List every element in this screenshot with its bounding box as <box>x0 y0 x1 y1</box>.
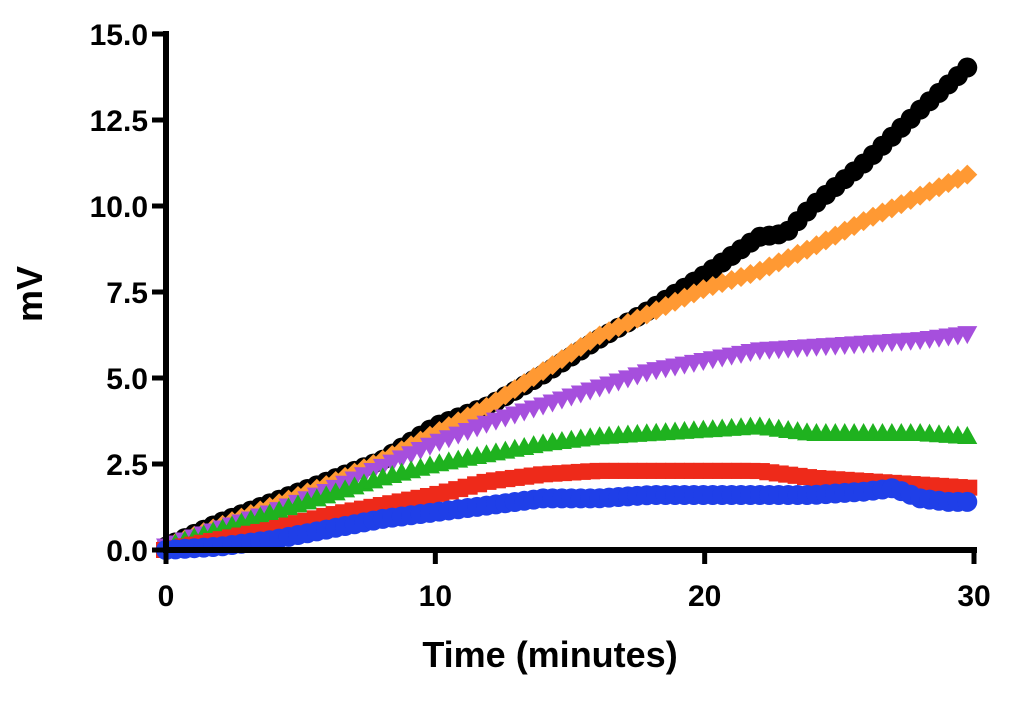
data-point <box>957 57 978 78</box>
x-tick-label: 20 <box>688 580 721 613</box>
plot-area <box>156 57 978 560</box>
y-tick-label: 5.0 <box>106 363 148 396</box>
x-tick-label: 30 <box>957 580 990 613</box>
data-point <box>957 491 978 512</box>
data-point <box>768 252 789 273</box>
data-point <box>957 164 978 185</box>
y-tick-label: 0.0 <box>106 535 148 568</box>
series-4 <box>156 416 978 555</box>
data-point <box>957 479 978 496</box>
y-tick-label: 7.5 <box>106 277 148 310</box>
y-tick-label: 10.0 <box>90 191 148 224</box>
data-point <box>957 326 978 345</box>
x-tick-label: 10 <box>419 580 452 613</box>
data-point <box>957 426 978 445</box>
y-axis-title: mV <box>9 266 50 322</box>
y-tick-label: 15.0 <box>90 19 148 52</box>
y-tick-label: 2.5 <box>106 449 148 482</box>
axes: 0.0 2.5 5.0 7.5 10.0 12.5 15.0 0 10 20 30 <box>90 19 991 613</box>
x-tick-label: 0 <box>158 580 175 613</box>
y-tick-label: 12.5 <box>90 105 148 138</box>
x-axis-title: Time (minutes) <box>422 634 677 675</box>
